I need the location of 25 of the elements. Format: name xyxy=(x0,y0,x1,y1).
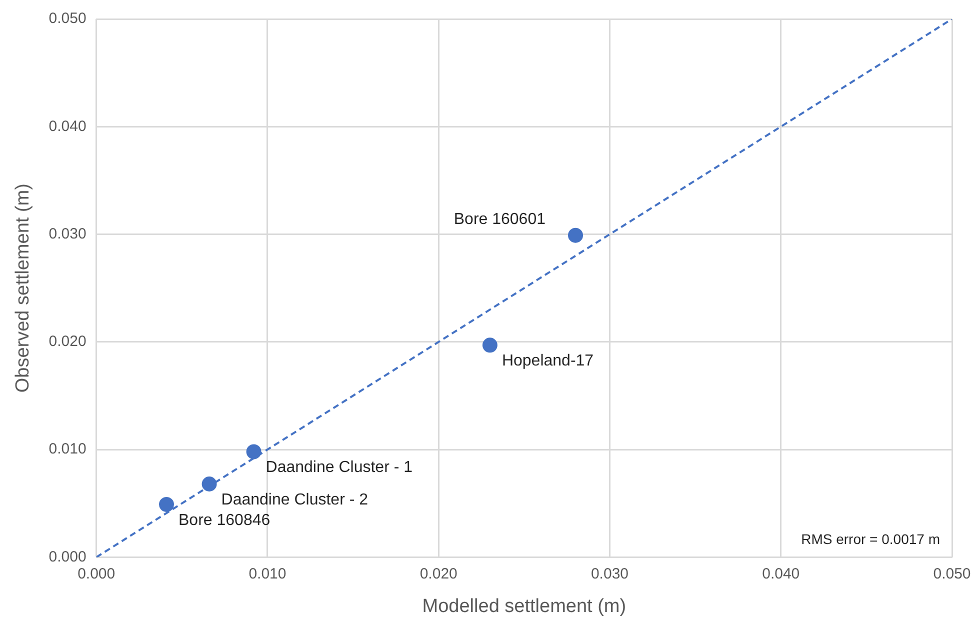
x-tick-label: 0.000 xyxy=(78,565,116,582)
x-tick-label: 0.040 xyxy=(762,565,800,582)
annotation: Daandine Cluster - 2 xyxy=(221,491,368,508)
point xyxy=(159,496,174,512)
point xyxy=(482,338,498,353)
y-tick-label: 0.000 xyxy=(48,548,86,566)
x-axis-title: Modelled settlement (m) xyxy=(422,596,626,617)
annotation: Bore 160846 xyxy=(178,512,270,529)
x-tick-label: 0.030 xyxy=(590,565,629,582)
annotation: RMS error = 0.0017 m xyxy=(801,531,940,548)
y-axis-title: Observed settlement (m) xyxy=(12,184,34,393)
y-tick-label: 0.010 xyxy=(48,440,86,458)
point xyxy=(246,444,262,460)
point xyxy=(568,228,584,243)
y-tick-label: 0.050 xyxy=(48,10,86,28)
annotation: Hopeland-17 xyxy=(502,352,594,370)
annotation: Daandine Cluster - 1 xyxy=(266,459,413,476)
x-tick-label: 0.050 xyxy=(933,565,971,582)
y-tick-label: 0.040 xyxy=(48,118,86,135)
x-tick-label: 0.010 xyxy=(248,565,286,582)
annotation: Bore 160601 xyxy=(454,210,546,228)
x-tick-label: 0.020 xyxy=(420,565,458,582)
y-tick-label: 0.020 xyxy=(48,333,86,350)
point xyxy=(202,476,217,492)
y-tick-label: 0.030 xyxy=(48,225,86,242)
